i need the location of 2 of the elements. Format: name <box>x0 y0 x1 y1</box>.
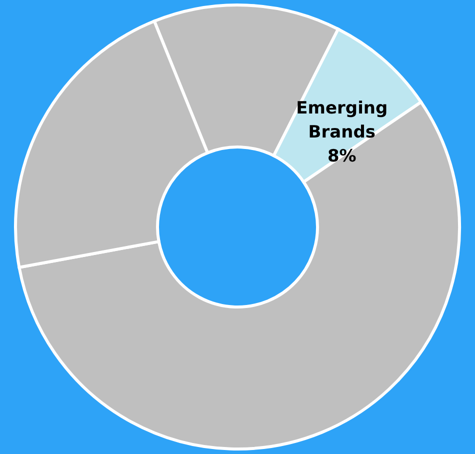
data-label: 8% <box>327 146 356 166</box>
slice-label: Emerging Brands <box>296 98 388 142</box>
